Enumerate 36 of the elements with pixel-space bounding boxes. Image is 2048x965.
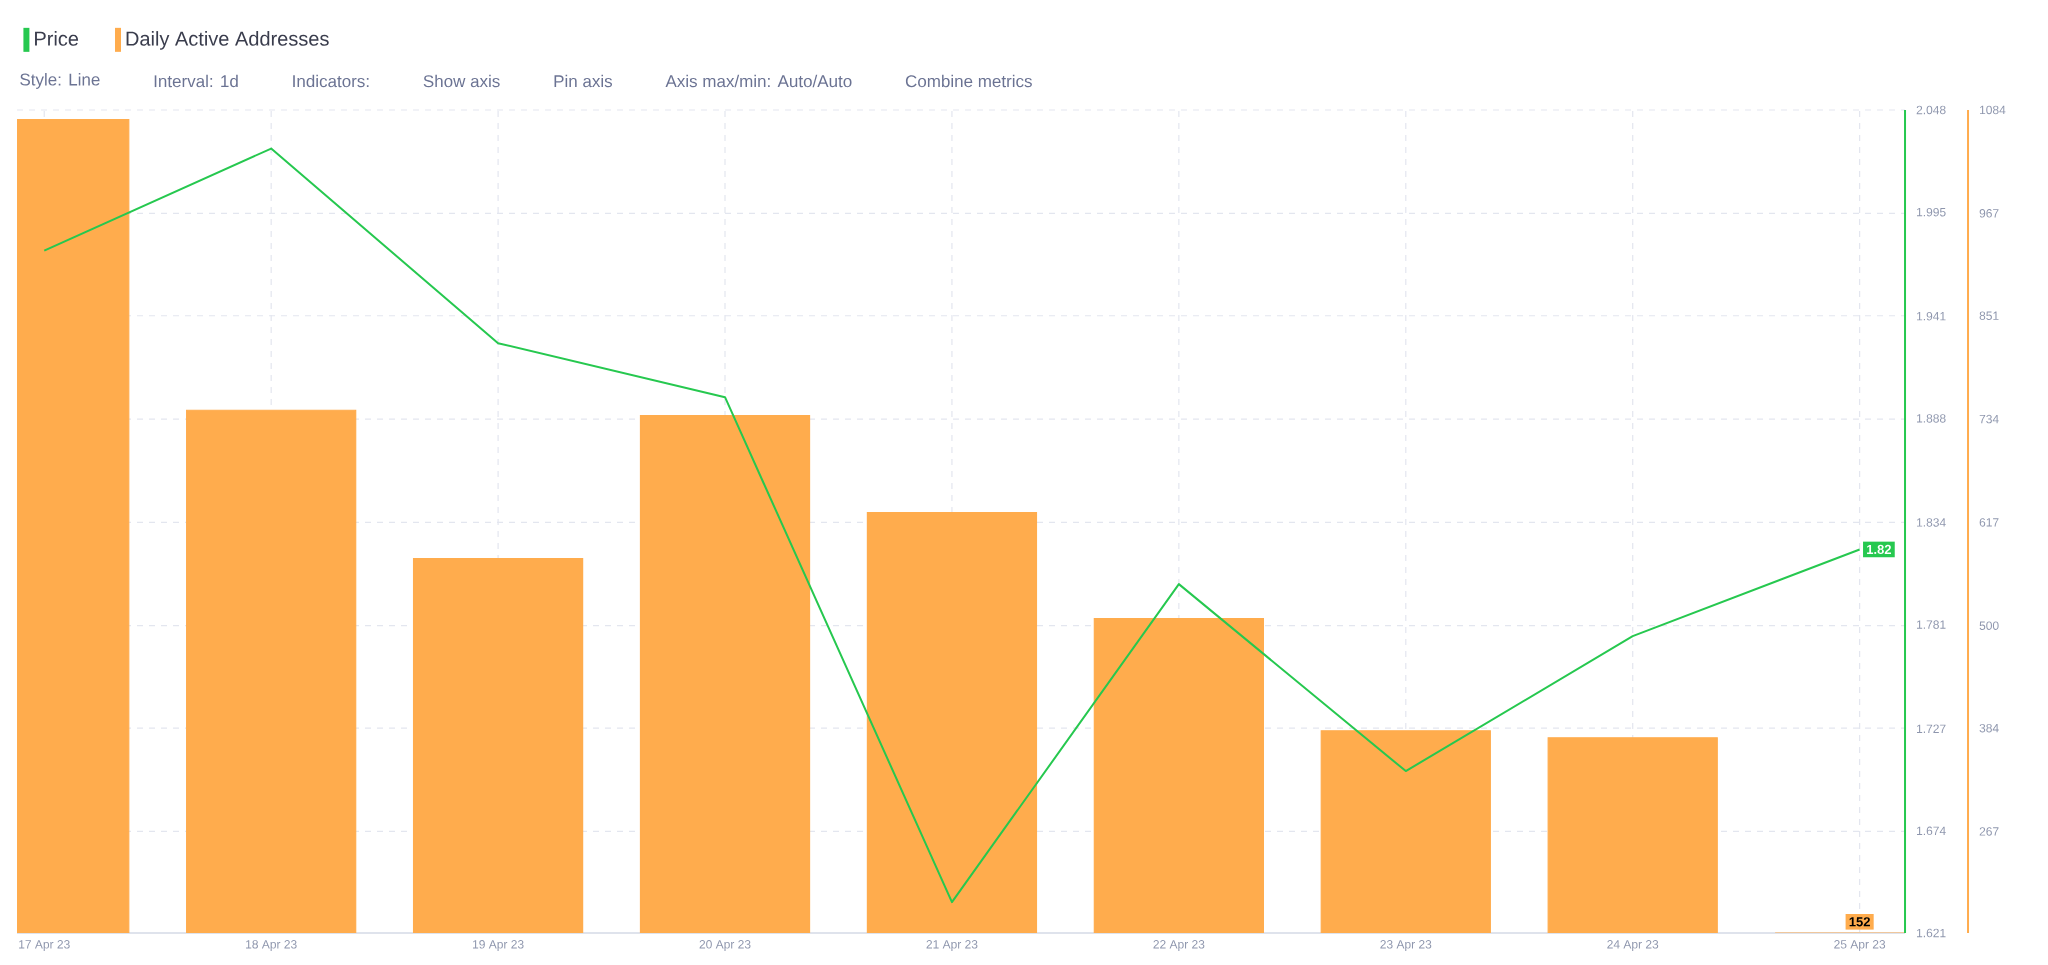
- y2-tick-label: 267: [1979, 827, 1999, 836]
- y2-tick-label: 734: [1979, 414, 1999, 424]
- x-tick-label: 17 Apr 23: [19, 940, 70, 951]
- x-tick-label: 18 Apr 23: [246, 940, 297, 951]
- y-tick-label: 1.781: [1917, 620, 1946, 629]
- y-tick-label: 1.995: [1917, 207, 1946, 217]
- y2-tick-label: 851: [1979, 311, 1999, 320]
- y-tick-label: 1.674: [1917, 826, 1946, 836]
- x-tick-label: 20 Apr 23: [699, 940, 751, 951]
- text: Axis max/min: Auto/Auto: [665, 74, 852, 88]
- x-tick-label: 23 Apr 23: [1380, 940, 1432, 951]
- x-tick-label: 22 Apr 23: [1153, 940, 1205, 951]
- legend-label: Daily Active Addresses: [126, 31, 329, 50]
- y2-tick-label: 617: [1979, 518, 1999, 527]
- legend-label: Price: [35, 31, 79, 46]
- text: Combine metrics: [905, 74, 1032, 88]
- text: Interval: 1d: [154, 74, 238, 88]
- x-tick-label: 24 Apr 23: [1607, 940, 1659, 951]
- text: Show axis: [423, 74, 500, 88]
- y-tick-label: 1.888: [1917, 414, 1946, 423]
- y2-tick-label: 967: [1979, 209, 1999, 218]
- y-tick-label: 2.048: [1916, 105, 1946, 115]
- text: Indicators:: [293, 74, 369, 88]
- data-label: 152: [1849, 917, 1870, 927]
- text: Style: Line: [20, 73, 100, 89]
- y-tick-label: 1.941: [1917, 311, 1946, 321]
- x-tick-label: 25 Apr 23: [1834, 940, 1886, 951]
- text: Pin axis: [554, 74, 613, 88]
- x-tick-label: 19 Apr 23: [472, 940, 524, 951]
- y-tick-label: 1.727: [1917, 724, 1946, 733]
- y-tick-label: 1.834: [1917, 518, 1946, 527]
- y2-tick-label: 1084: [1980, 105, 2006, 115]
- x-tick-label: 21 Apr 23: [926, 940, 978, 951]
- y2-tick-label: 384: [1979, 723, 1999, 733]
- y2-tick-label: 500: [1979, 621, 1999, 630]
- y-tick-label: 1.621: [1917, 928, 1946, 938]
